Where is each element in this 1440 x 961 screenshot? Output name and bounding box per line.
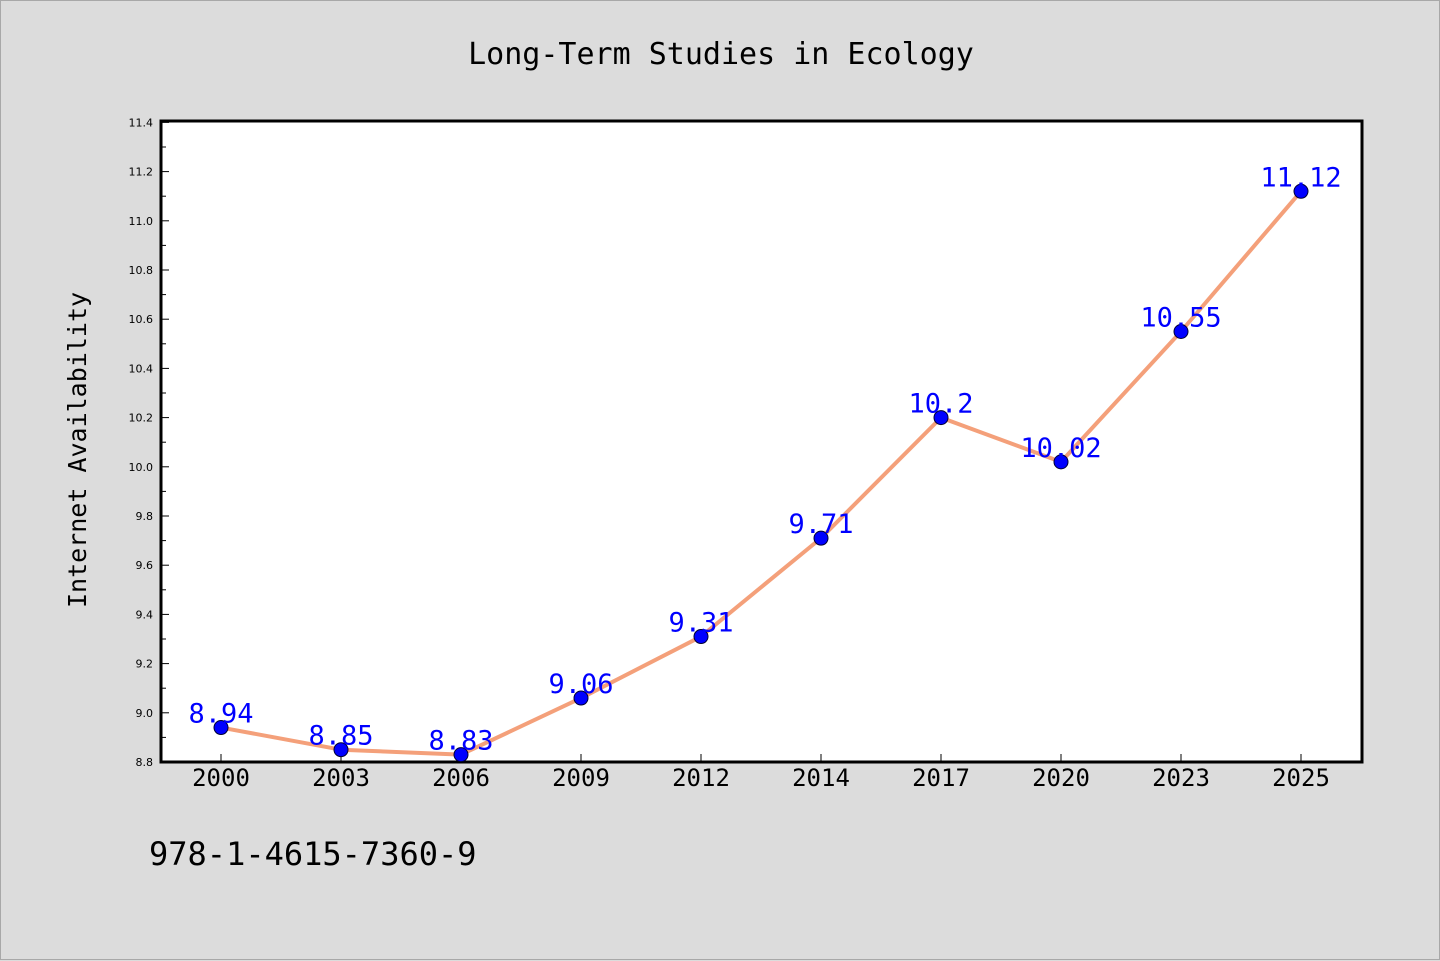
data-point-marker	[213, 720, 229, 736]
x-tick-label: 2017	[912, 764, 970, 792]
data-label: 10.2	[908, 389, 973, 420]
x-tick-label: 2000	[192, 764, 250, 792]
data-label: 9.71	[788, 509, 853, 540]
x-axis-ticks: 2000 2003 2006 2009 2012 2014 2017 2020 2023 2025	[192, 754, 1330, 792]
x-tick-label: 2009	[552, 764, 610, 792]
y-tick-label: 11.0	[129, 215, 154, 228]
isbn-text: 978-1-4615-7360-9	[149, 835, 477, 873]
y-tick-label: 11.4	[129, 116, 154, 129]
y-tick-label: 8.8	[136, 756, 154, 769]
data-point-marker	[1293, 183, 1309, 199]
data-point-marker	[1053, 454, 1069, 470]
chart-title: Long-Term Studies in Ecology	[468, 37, 974, 72]
data-point-marker	[333, 742, 349, 758]
x-tick-label: 2006	[432, 764, 490, 792]
x-tick-label: 2014	[792, 764, 850, 792]
data-label: 9.31	[668, 608, 733, 639]
x-tick-label: 2020	[1032, 764, 1090, 792]
data-label: 10.55	[1140, 303, 1221, 334]
data-label: 10.02	[1020, 433, 1101, 464]
y-tick-label: 9.0	[136, 707, 154, 720]
y-axis-ticks: 8.8 9.0 9.2 9.4 9.6 9.8 10.0 10.2 10.4 10.6 10.8 11…	[129, 116, 169, 769]
data-label: 8.94	[188, 699, 253, 730]
x-tick-label: 2003	[312, 764, 370, 792]
y-tick-label: 10.4	[129, 362, 154, 375]
data-label: 11.12	[1260, 162, 1341, 193]
data-point-marker	[933, 410, 949, 426]
x-tick-label: 2025	[1272, 764, 1330, 792]
y-axis-label: Internet Availability	[63, 292, 92, 608]
y-tick-label: 9.6	[136, 559, 154, 572]
plot-area	[159, 119, 1364, 764]
y-tick-label: 9.8	[136, 510, 154, 523]
series-line	[219, 189, 1303, 757]
data-label: 9.06	[548, 669, 613, 700]
y-tick-label: 10.8	[129, 264, 154, 277]
y-tick-label: 9.2	[136, 658, 154, 671]
x-tick-label: 2023	[1152, 764, 1210, 792]
data-point-marker	[453, 747, 469, 763]
y-tick-label: 10.6	[129, 313, 154, 326]
y-tick-label: 11.2	[129, 166, 154, 179]
data-label: 8.83	[428, 726, 493, 757]
x-tick-label: 2012	[672, 764, 730, 792]
y-tick-label: 10.0	[129, 461, 154, 474]
series-group	[213, 183, 1309, 763]
data-point-marker	[573, 690, 589, 706]
data-point-marker	[1173, 324, 1189, 339]
data-point-marker	[693, 629, 709, 645]
y-tick-label: 9.4	[136, 608, 154, 621]
data-labels-group: 8.94 8.85 8.83 9.06 9.31 9.71 10.2 10.02 10.55 11…	[188, 162, 1341, 756]
y-tick-label: 10.2	[129, 412, 154, 425]
data-label: 8.85	[308, 721, 373, 752]
data-point-marker	[813, 530, 829, 546]
